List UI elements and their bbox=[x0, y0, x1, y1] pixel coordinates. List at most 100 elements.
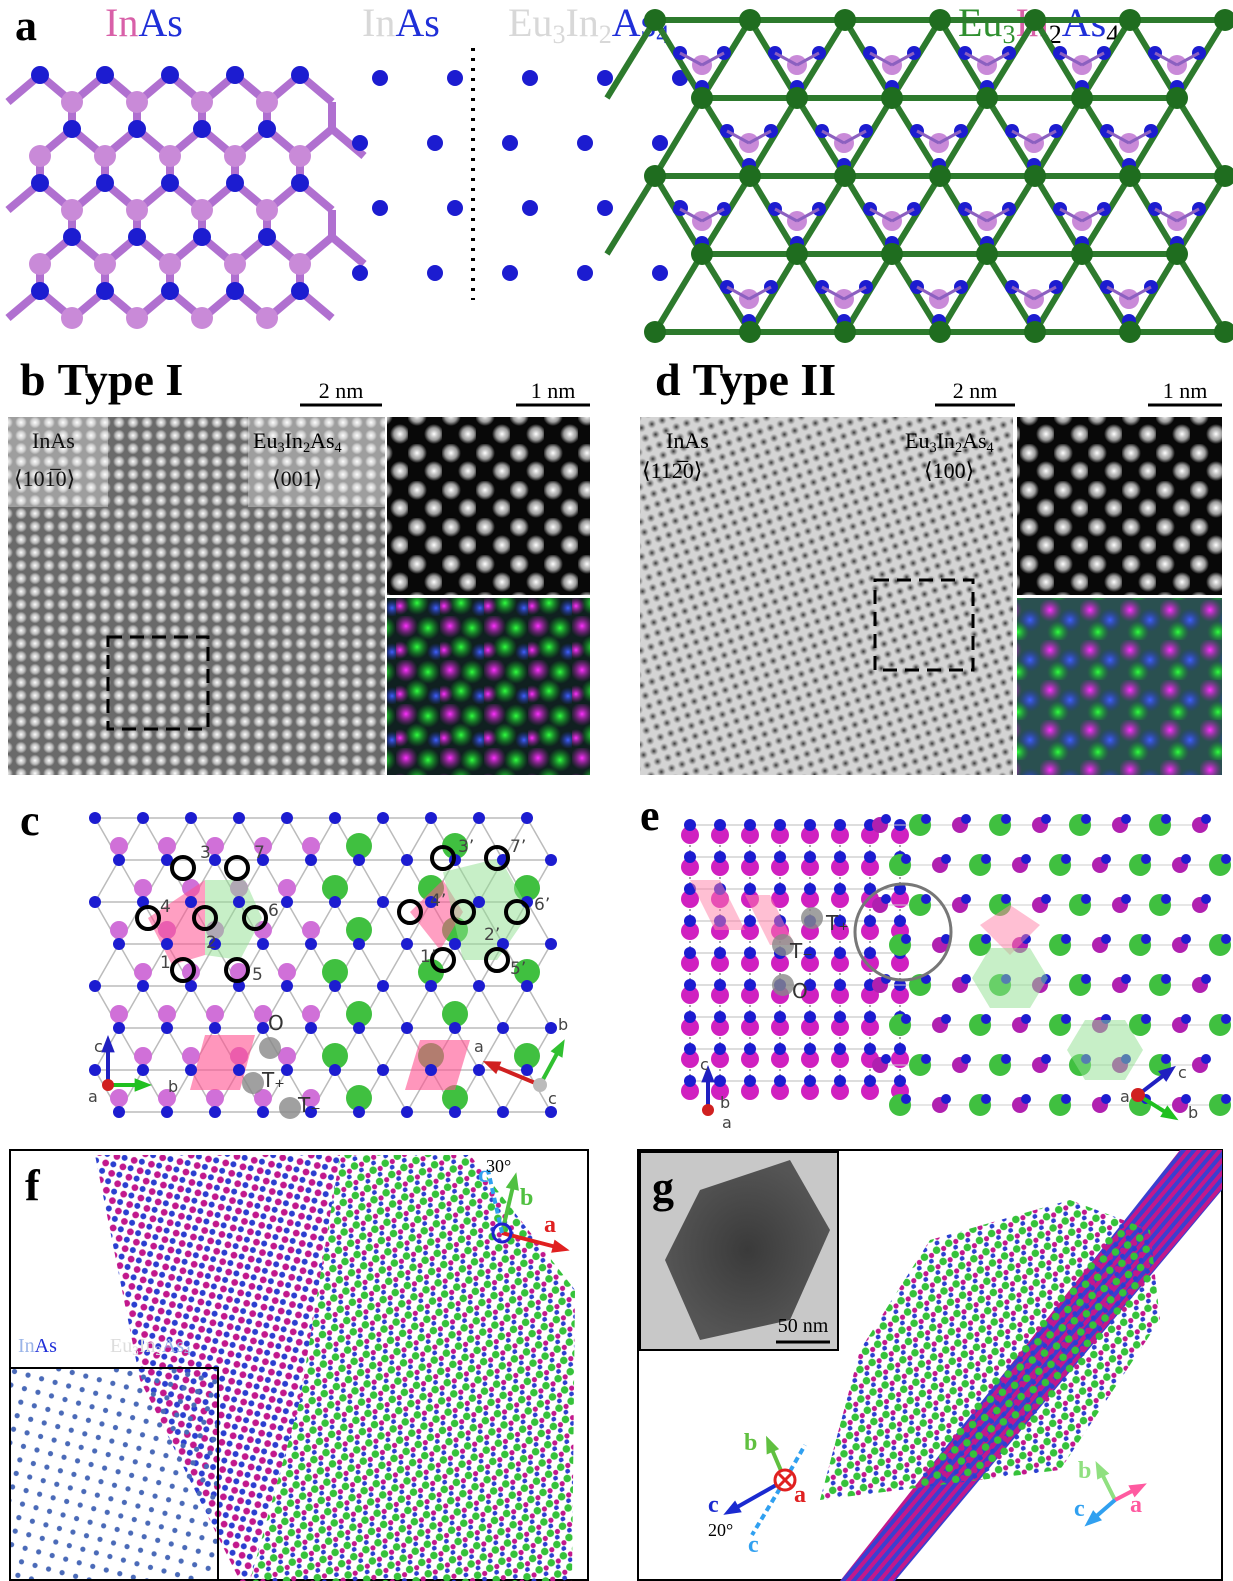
atom bbox=[714, 819, 726, 831]
atom bbox=[305, 1022, 317, 1034]
atom bbox=[894, 1075, 906, 1087]
atom bbox=[739, 321, 761, 343]
lattice-line bbox=[407, 986, 431, 1028]
atom bbox=[502, 135, 518, 151]
atom bbox=[96, 174, 114, 192]
atom bbox=[193, 228, 211, 246]
panel-title-text: Type II bbox=[693, 354, 837, 405]
atom bbox=[981, 1014, 991, 1024]
atom bbox=[744, 1011, 756, 1023]
atom bbox=[714, 1075, 726, 1087]
atom bbox=[684, 1011, 696, 1023]
lattice-line bbox=[479, 986, 503, 1028]
formula-part: In bbox=[937, 428, 955, 453]
axis-label: c bbox=[748, 1532, 759, 1558]
atom bbox=[684, 851, 696, 863]
lattice-line bbox=[95, 944, 119, 986]
atom bbox=[1041, 894, 1051, 904]
atom bbox=[1071, 243, 1093, 265]
atom bbox=[684, 915, 696, 927]
atom bbox=[901, 934, 911, 944]
atom bbox=[191, 199, 213, 221]
atom bbox=[1161, 814, 1171, 824]
atom bbox=[305, 854, 317, 866]
atom bbox=[110, 1005, 128, 1023]
atom bbox=[89, 812, 101, 824]
atom bbox=[774, 1075, 786, 1087]
atom bbox=[921, 894, 931, 904]
atom bbox=[1141, 934, 1151, 944]
atom bbox=[1141, 1014, 1151, 1024]
axis-label: b bbox=[744, 1430, 757, 1456]
formula-part: As bbox=[310, 428, 334, 453]
atom bbox=[61, 199, 83, 221]
atom bbox=[941, 854, 951, 864]
atom bbox=[684, 819, 696, 831]
atom bbox=[158, 837, 176, 855]
atom bbox=[372, 70, 388, 86]
atom bbox=[302, 921, 320, 939]
atom bbox=[1121, 894, 1131, 904]
atom bbox=[185, 1064, 197, 1076]
formula-part: In bbox=[565, 0, 598, 45]
atom bbox=[744, 947, 756, 959]
atom bbox=[1101, 1094, 1111, 1104]
unit-rhombus bbox=[405, 1040, 470, 1090]
atom bbox=[1081, 814, 1091, 824]
axis-label: c bbox=[548, 1089, 557, 1108]
atom bbox=[981, 1094, 991, 1104]
atom bbox=[257, 1106, 269, 1118]
axis-origin bbox=[702, 1104, 714, 1116]
atom bbox=[329, 1064, 341, 1076]
void-label: O bbox=[268, 1011, 284, 1035]
panel-label: c bbox=[20, 796, 40, 845]
site-label: 3 bbox=[200, 843, 211, 863]
formula-part: Eu bbox=[905, 428, 929, 453]
atom bbox=[31, 174, 49, 192]
scale-label: 2 nm bbox=[319, 378, 364, 403]
atom bbox=[159, 145, 181, 167]
atom bbox=[921, 1054, 931, 1064]
formula-part: 4 bbox=[987, 440, 994, 456]
atom bbox=[864, 1075, 876, 1087]
atom bbox=[161, 282, 179, 300]
bond bbox=[1177, 254, 1225, 332]
axis-origin bbox=[533, 1078, 547, 1092]
atom bbox=[161, 1106, 173, 1118]
atom bbox=[1021, 1014, 1031, 1024]
atom bbox=[281, 980, 293, 992]
void-site bbox=[772, 974, 794, 996]
void-label: T₊ bbox=[261, 1068, 285, 1092]
atom bbox=[739, 165, 761, 187]
atom bbox=[691, 243, 713, 265]
formula-part: As bbox=[395, 0, 439, 45]
atom bbox=[1119, 165, 1141, 187]
atom bbox=[1161, 894, 1171, 904]
axis-label: b bbox=[168, 1077, 178, 1096]
atom bbox=[1221, 934, 1231, 944]
inset bbox=[10, 1368, 218, 1580]
eds-map bbox=[1017, 598, 1222, 775]
atom bbox=[864, 947, 876, 959]
atom bbox=[1041, 1054, 1051, 1064]
atom bbox=[652, 265, 668, 281]
atom bbox=[744, 1043, 756, 1055]
atom bbox=[577, 265, 593, 281]
phase-label: InAs bbox=[105, 0, 183, 45]
lattice-line bbox=[383, 944, 407, 986]
atom bbox=[684, 979, 696, 991]
site-label: 2’ bbox=[484, 925, 500, 945]
formula-part: 3 bbox=[552, 20, 565, 49]
lattice-line bbox=[383, 1028, 407, 1070]
atom bbox=[473, 1064, 485, 1076]
void-site bbox=[259, 1037, 281, 1059]
formula-part: 4 bbox=[184, 1343, 191, 1358]
atom bbox=[1024, 9, 1046, 31]
atom bbox=[1119, 9, 1141, 31]
atom bbox=[834, 979, 846, 991]
atom bbox=[447, 200, 463, 216]
axis-label: a bbox=[722, 1113, 732, 1132]
void-label: T₊ bbox=[825, 911, 849, 935]
panel-label: b bbox=[20, 354, 46, 405]
phase-label: Eu3In2As4 bbox=[110, 1335, 191, 1358]
